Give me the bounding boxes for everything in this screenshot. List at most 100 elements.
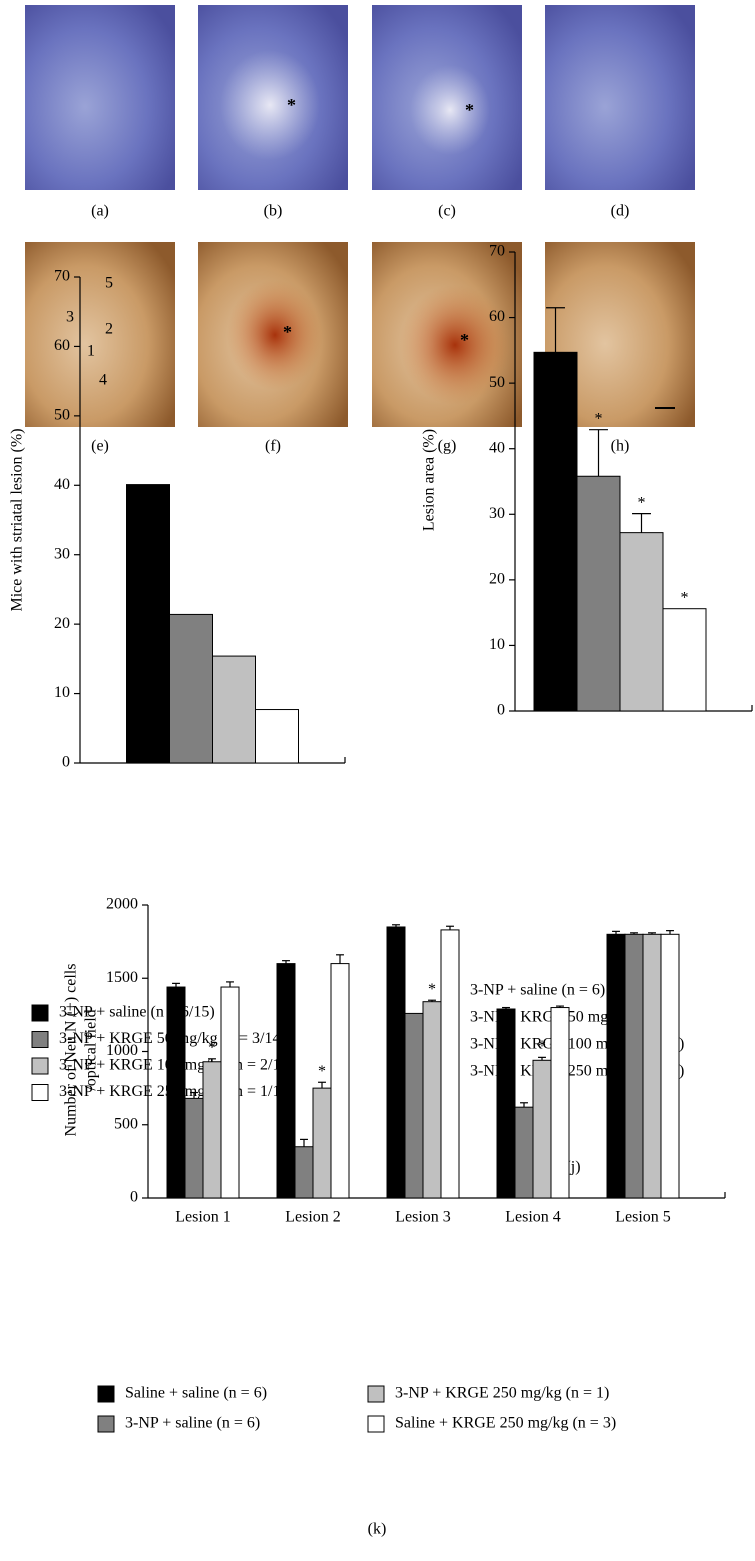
bar <box>422 1001 442 1199</box>
micrograph <box>545 5 695 190</box>
legend-label: 3-NP + saline (n = 6) <box>125 1415 260 1432</box>
y-axis-label: Mice with striatal lesion (%) <box>9 428 26 611</box>
bar <box>496 1008 516 1199</box>
y-axis-label: /optical field <box>83 1009 100 1090</box>
micrograph <box>25 242 175 427</box>
bar <box>276 963 296 1199</box>
y-tick-label: 0 <box>62 754 70 771</box>
significance-mark: * <box>428 981 436 998</box>
y-tick-label: 60 <box>54 337 70 354</box>
panel-mark: 1 <box>87 343 95 360</box>
bar <box>662 608 707 712</box>
y-tick-label: 20 <box>54 615 70 632</box>
panel-mark: 4 <box>99 372 107 389</box>
bar <box>532 1059 552 1199</box>
y-tick-label: 0 <box>497 702 505 719</box>
y-tick-label: 60 <box>489 308 505 325</box>
panel-label: (g) <box>438 438 457 455</box>
legend-swatch <box>31 1004 49 1022</box>
legend-swatch <box>97 1415 115 1433</box>
bar <box>619 532 664 712</box>
y-tick-label: 50 <box>54 407 70 424</box>
legend-label: Saline + KRGE 250 mg/kg (n = 3) <box>395 1415 616 1432</box>
panel-label: (h) <box>611 438 630 455</box>
y-tick-label: 500 <box>114 1115 138 1132</box>
legend-swatch <box>31 1031 49 1048</box>
panel-mark: * <box>460 330 469 350</box>
y-tick-label: 30 <box>489 505 505 522</box>
x-tick-label: Lesion 4 <box>505 1209 561 1226</box>
significance-mark: * <box>681 589 689 606</box>
y-tick-label: 0 <box>130 1189 138 1206</box>
y-tick-label: 1000 <box>106 1042 138 1059</box>
y-tick-label: 20 <box>489 571 505 588</box>
significance-mark: * <box>208 1039 216 1056</box>
legend-label: 3-NP + saline (n = 6) <box>470 982 605 999</box>
y-axis-label: Lesion area (%) <box>421 429 438 531</box>
y-axis-label: Number of Neu N (+) cells <box>63 964 80 1137</box>
panel-label: (b) <box>264 203 283 220</box>
bar <box>220 986 240 1199</box>
x-tick-label: Lesion 5 <box>615 1209 671 1226</box>
bar <box>184 1097 204 1199</box>
panel-mark: * <box>283 322 292 342</box>
panel-label: (c) <box>438 203 456 220</box>
panel-label: (f) <box>265 438 281 455</box>
y-tick-label: 70 <box>54 268 70 285</box>
bar <box>440 929 460 1199</box>
bar <box>330 963 350 1199</box>
x-tick-label: Lesion 2 <box>285 1209 341 1226</box>
bar <box>533 351 578 712</box>
y-tick-label: 40 <box>489 439 505 456</box>
y-tick-label: 30 <box>54 545 70 562</box>
y-tick-label: 2000 <box>106 896 138 913</box>
bar <box>386 926 406 1199</box>
bar <box>660 933 680 1199</box>
legend-swatch <box>367 1385 385 1403</box>
bar <box>202 1061 222 1199</box>
y-tick-label: 50 <box>489 374 505 391</box>
panel-mark: * <box>465 100 474 120</box>
x-tick-label: Lesion 1 <box>175 1209 231 1226</box>
legend-swatch <box>367 1415 385 1433</box>
significance-mark: * <box>638 494 646 511</box>
bar <box>312 1087 332 1199</box>
panel-mark: 3 <box>66 309 74 326</box>
bar <box>624 933 644 1199</box>
y-tick-label: 10 <box>54 684 70 701</box>
micrograph <box>25 5 175 190</box>
bar <box>212 655 256 764</box>
legend-swatch <box>97 1385 115 1403</box>
bar <box>404 1012 424 1199</box>
x-tick-label: Lesion 3 <box>395 1209 451 1226</box>
legend-label: Saline + saline (n = 6) <box>125 1385 267 1402</box>
bar <box>255 709 299 764</box>
y-tick-label: 10 <box>489 636 505 653</box>
bar <box>576 475 621 712</box>
panel-mark: * <box>287 95 296 115</box>
bar <box>550 1007 570 1199</box>
legend-swatch <box>31 1057 49 1075</box>
panel-label: (a) <box>91 203 109 220</box>
legend-swatch <box>31 1084 49 1101</box>
image-row-2 <box>25 242 695 427</box>
panel-label: (d) <box>611 203 630 220</box>
panel-mark: 5 <box>105 275 113 292</box>
y-tick-label: 70 <box>489 243 505 260</box>
lesion <box>227 280 323 390</box>
y-tick-label: 1500 <box>106 969 138 986</box>
bar <box>642 933 662 1199</box>
bar <box>166 986 186 1199</box>
lesion <box>400 285 510 405</box>
lesion <box>220 50 320 160</box>
significance-mark: * <box>595 410 603 427</box>
bar <box>606 933 626 1199</box>
lesion <box>410 65 490 155</box>
bar <box>514 1106 534 1199</box>
legend-label: 3-NP + KRGE 250 mg/kg (n = 1) <box>395 1385 609 1402</box>
chart-label: (k) <box>368 1521 387 1538</box>
bar <box>126 484 170 764</box>
bar <box>169 613 213 764</box>
bar <box>294 1146 314 1199</box>
